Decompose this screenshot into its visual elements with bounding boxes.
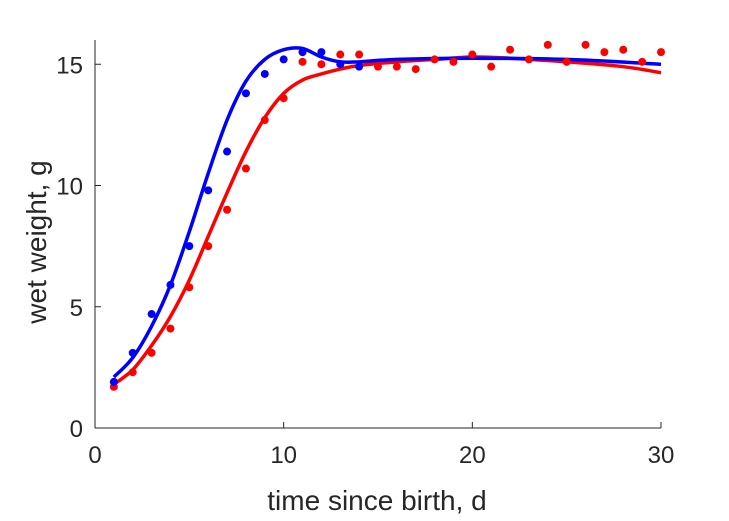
blue-data-point <box>298 48 307 57</box>
red-data-point <box>524 55 533 64</box>
blue-data-point <box>317 48 326 57</box>
red-data-point <box>317 60 326 69</box>
y-tick-label: 5 <box>70 295 83 322</box>
blue-data-point <box>204 186 213 195</box>
x-tick-label: 20 <box>459 442 486 469</box>
blue-data-point <box>223 147 232 156</box>
y-tick-label: 10 <box>56 174 83 201</box>
red-data-point <box>562 57 571 66</box>
plot-area <box>109 40 665 391</box>
blue-data-point <box>185 242 194 251</box>
red-data-point <box>185 283 194 292</box>
red-data-point <box>468 50 477 59</box>
y-tick-label: 15 <box>56 52 83 79</box>
red-data-point <box>430 55 439 64</box>
x-tick-label: 10 <box>270 442 297 469</box>
red-data-point <box>638 57 647 66</box>
red-data-point <box>619 45 628 54</box>
blue-data-point <box>279 55 288 64</box>
red-data-point <box>241 164 250 173</box>
x-axis-label: time since birth, d <box>267 485 486 516</box>
red-data-point <box>355 50 364 59</box>
red-data-point <box>487 62 496 71</box>
y-tick-label: 0 <box>70 416 83 443</box>
blue-data-point <box>355 62 364 71</box>
red-data-point <box>336 50 345 59</box>
red-data-point <box>449 57 458 66</box>
y-axis-label: wet weight, g <box>21 160 52 324</box>
red-data-point <box>279 94 288 103</box>
red-data-point <box>128 368 137 377</box>
red-data-point <box>600 48 609 57</box>
red-data-point <box>543 40 552 49</box>
red-data-point <box>506 45 515 54</box>
red-data-point <box>657 48 665 57</box>
red-data-point <box>411 65 420 74</box>
red-data-point <box>374 62 382 71</box>
red-data-point <box>166 324 175 333</box>
blue-data-point <box>109 377 118 386</box>
blue-data-point <box>166 280 175 289</box>
axes: 0 10 20 30 0 5 10 15 <box>56 40 674 469</box>
x-tick-label: 0 <box>88 442 101 469</box>
red-fit-line <box>112 55 662 386</box>
blue-data-point <box>147 310 156 319</box>
red-data-point <box>204 242 213 251</box>
blue-data-point <box>241 89 250 98</box>
blue-data-point <box>128 348 137 357</box>
blue-fit-line <box>112 46 662 379</box>
blue-data-point <box>336 60 345 69</box>
red-data-point <box>223 205 232 214</box>
red-data-point <box>581 40 590 49</box>
red-data-point <box>298 57 307 66</box>
red-data-point <box>260 116 269 125</box>
blue-data-point <box>260 69 269 78</box>
red-data-point <box>392 62 401 71</box>
x-tick-label: 30 <box>648 442 675 469</box>
red-data-point <box>147 348 156 357</box>
